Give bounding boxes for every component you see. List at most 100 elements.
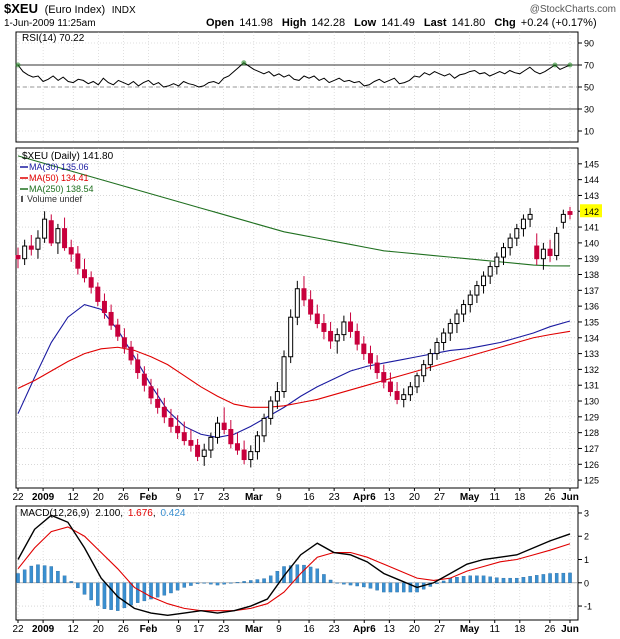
macd-histogram-bar xyxy=(89,582,93,601)
candle-up xyxy=(268,396,274,425)
x-tick-label: 27 xyxy=(434,492,446,503)
svg-text:MA(250) 138.54: MA(250) 138.54 xyxy=(29,184,94,194)
macd-histogram-bar xyxy=(342,582,346,585)
x-tick-label: 11 xyxy=(490,624,501,635)
y-tick-label: 140 xyxy=(584,238,599,248)
candle-down xyxy=(141,366,147,392)
volume-legend: Volume undef xyxy=(21,194,83,204)
macd-histogram-bar xyxy=(56,570,60,583)
macd-histogram-bar xyxy=(461,576,466,583)
candle-up xyxy=(467,290,473,313)
ma250-line xyxy=(17,155,571,267)
x-tick-label: 26 xyxy=(544,624,556,635)
candle-up xyxy=(434,337,440,360)
macd-histogram-bar xyxy=(69,581,73,583)
macd-histogram-bar xyxy=(202,582,206,584)
x-tick-label: 12 xyxy=(68,492,80,503)
candle-down xyxy=(354,323,360,351)
x-tick-label: 20 xyxy=(409,492,421,503)
macd-histogram-bar xyxy=(96,582,100,606)
x-tick-label: 2009 xyxy=(32,624,55,635)
rsi-overbought-mark xyxy=(15,62,21,68)
candle-up xyxy=(215,416,221,444)
macd-histogram-bar xyxy=(481,575,486,583)
y-tick-label: 137 xyxy=(584,286,599,296)
candle-up xyxy=(341,315,347,341)
candle-down xyxy=(567,206,573,220)
macd-histogram-bar xyxy=(441,580,446,583)
x-tick-label: 13 xyxy=(384,492,396,503)
macd-histogram-bar xyxy=(76,582,80,589)
x-tick-label: 22 xyxy=(12,492,24,503)
candle-up xyxy=(407,382,413,402)
candle-up xyxy=(500,242,506,266)
candle-down xyxy=(75,246,81,275)
x-tick-label: Apr6 xyxy=(353,492,376,503)
macd-histogram-bar xyxy=(262,578,266,583)
candle-down xyxy=(188,429,194,452)
macd-histogram-bar xyxy=(22,569,27,583)
x-tick-label: 16 xyxy=(303,624,315,635)
macd-histogram-bar xyxy=(36,564,40,583)
y-tick-label: 125 xyxy=(584,476,599,486)
macd-histogram-bar xyxy=(162,582,167,596)
x-tick-label: 17 xyxy=(193,624,205,635)
macd-histogram-bar xyxy=(408,582,413,593)
y-tick-label: 133 xyxy=(584,349,599,359)
candle-up xyxy=(514,223,520,247)
macd-histogram-bar xyxy=(102,582,107,609)
candle-down xyxy=(308,290,314,321)
macd-histogram-bar xyxy=(169,582,173,594)
y-tick-label: 128 xyxy=(584,428,599,438)
candle-down xyxy=(547,239,553,262)
macd-histogram-bar xyxy=(82,582,87,595)
macd-histogram-bar xyxy=(129,582,133,606)
y-tick-label: 3 xyxy=(584,508,589,518)
candle-down xyxy=(374,355,380,379)
macd-histogram-bar xyxy=(508,577,512,583)
x-tick-label: 23 xyxy=(329,624,341,635)
x-tick-label: 20 xyxy=(93,492,105,503)
candle-up xyxy=(274,382,280,409)
candle-up xyxy=(281,350,287,398)
candle-down xyxy=(101,293,107,319)
ma50-line xyxy=(17,330,571,408)
candle-down xyxy=(95,282,101,307)
macd-histogram-bar xyxy=(561,572,566,583)
rsi-overbought-mark xyxy=(241,60,247,66)
y-tick-label: 30 xyxy=(584,105,594,115)
macd-line xyxy=(17,514,571,617)
svg-text:MA(30) 135.06: MA(30) 135.06 xyxy=(29,162,89,172)
macd-histogram-bar xyxy=(568,572,572,583)
candle-down xyxy=(328,321,334,349)
x-tick-label: May xyxy=(460,624,480,635)
candle-down xyxy=(234,432,240,455)
macd-histogram-bar xyxy=(268,575,273,583)
y-tick-label: 130 xyxy=(584,397,599,407)
macd-histogram-bar xyxy=(355,582,359,587)
candle-down xyxy=(381,364,387,389)
x-tick-label: 9 xyxy=(176,492,182,503)
rsi-legend: RSI(14) 70.22 xyxy=(22,33,85,44)
candle-down xyxy=(135,353,141,379)
x-tick-label: 23 xyxy=(218,492,230,503)
macd-histogram-bar xyxy=(42,565,47,583)
macd-histogram-bar xyxy=(16,573,20,583)
x-tick-label: Apr6 xyxy=(353,624,376,635)
candle-down xyxy=(321,314,327,340)
candle-down xyxy=(15,247,21,269)
ma30-legend: MA(30) 135.06 xyxy=(20,162,89,172)
last-price-highlight xyxy=(580,204,602,218)
candle-down xyxy=(168,408,174,433)
macd-histogram-bar xyxy=(122,582,127,609)
macd-histogram-bar xyxy=(362,582,366,588)
ma250-legend: MA(250) 138.54 xyxy=(20,184,94,194)
macd-histogram-bar xyxy=(515,577,519,583)
candle-up xyxy=(447,318,453,341)
candle-up xyxy=(454,309,460,334)
macd-histogram-bar xyxy=(29,565,34,583)
macd-histogram-bar xyxy=(528,576,532,583)
macd-histogram-bar xyxy=(455,577,459,583)
candle-down xyxy=(241,440,247,465)
macd-histogram-bar xyxy=(468,575,472,583)
